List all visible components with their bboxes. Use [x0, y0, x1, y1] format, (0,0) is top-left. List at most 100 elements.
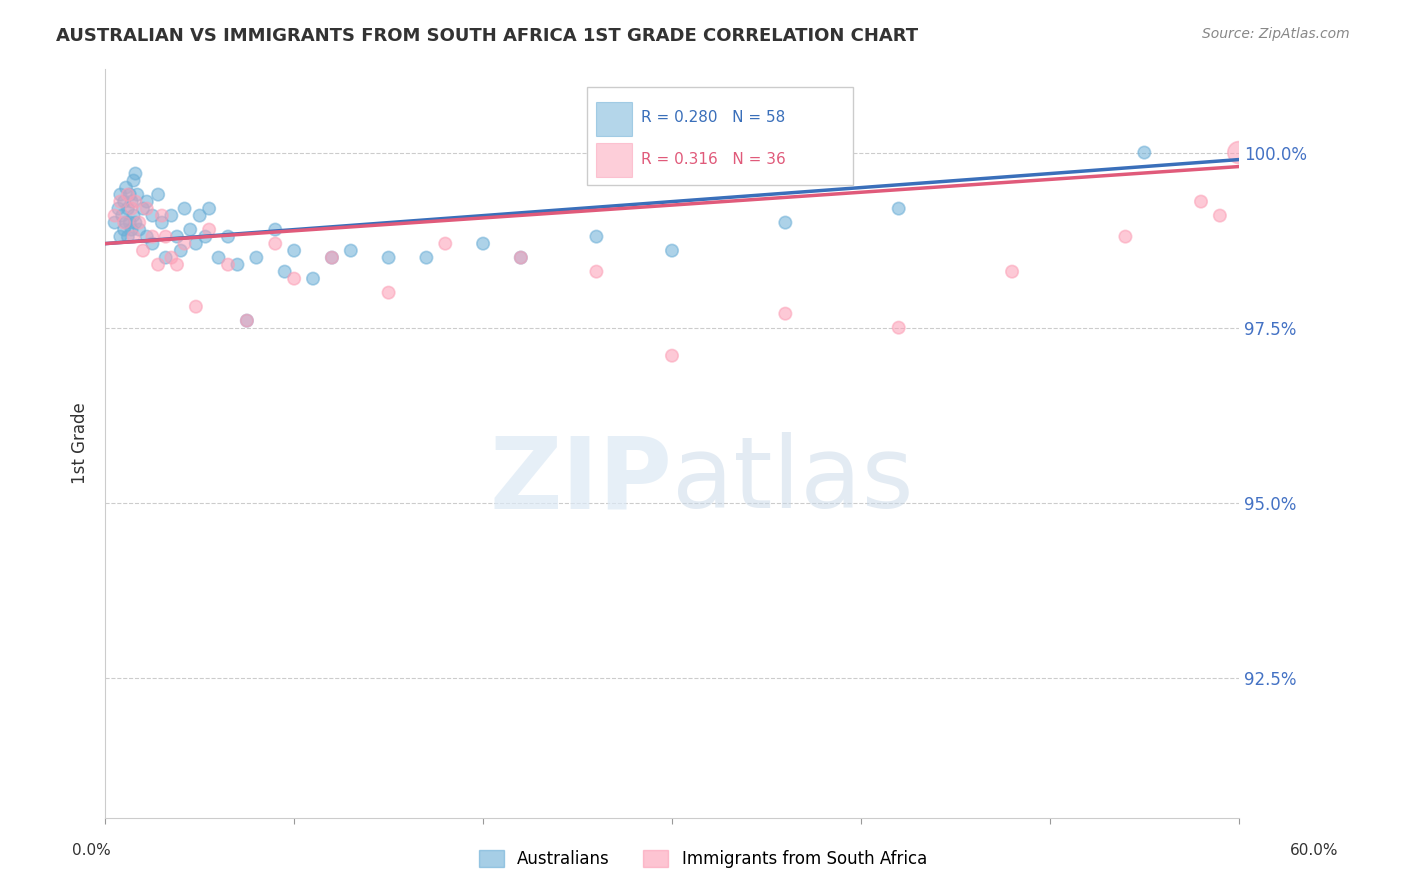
Point [887, 320, 910, 334]
Point [110, 187, 132, 202]
Point [207, 251, 229, 265]
Point [146, 187, 169, 202]
Point [1227, 145, 1250, 160]
Point [775, 216, 797, 230]
Point [173, 236, 195, 251]
Point [110, 194, 132, 209]
Point [122, 173, 145, 187]
Text: AUSTRALIAN VS IMMIGRANTS FROM SOUTH AFRICA 1ST GRADE CORRELATION CHART: AUSTRALIAN VS IMMIGRANTS FROM SOUTH AFRI… [56, 27, 918, 45]
Point [509, 251, 531, 265]
Y-axis label: 1st Grade: 1st Grade [72, 402, 89, 484]
Point [1001, 265, 1024, 279]
Point [121, 194, 143, 209]
Point [245, 251, 267, 265]
Text: ZIP: ZIP [489, 433, 672, 529]
Point [115, 180, 138, 194]
Point [132, 202, 155, 216]
Point [264, 236, 287, 251]
Point [340, 244, 363, 258]
Point [124, 167, 146, 181]
Point [124, 216, 146, 230]
Text: 0.0%: 0.0% [72, 843, 111, 857]
Point [661, 349, 683, 363]
Point [1114, 229, 1136, 244]
Point [122, 229, 145, 244]
Point [112, 222, 135, 236]
Point [236, 313, 259, 327]
FancyBboxPatch shape [586, 87, 853, 185]
Point [135, 202, 157, 216]
Point [321, 251, 343, 265]
Point [661, 244, 683, 258]
Point [321, 251, 343, 265]
Point [173, 202, 195, 216]
Point [1189, 194, 1212, 209]
Point [585, 229, 607, 244]
Point [112, 216, 135, 230]
Point [146, 258, 169, 272]
Point [166, 258, 188, 272]
Point [217, 258, 239, 272]
Point [115, 216, 138, 230]
Point [217, 229, 239, 244]
Text: 60.0%: 60.0% [1291, 843, 1339, 857]
Point [111, 209, 134, 223]
Point [121, 222, 143, 236]
Point [585, 265, 607, 279]
Point [155, 229, 177, 244]
Point [264, 222, 287, 236]
Point [128, 216, 150, 230]
Point [226, 258, 249, 272]
Point [198, 222, 221, 236]
Point [188, 209, 211, 223]
Point [117, 187, 139, 202]
Point [283, 244, 305, 258]
Point [887, 202, 910, 216]
Point [377, 285, 399, 300]
Point [509, 251, 531, 265]
Point [150, 209, 173, 223]
FancyBboxPatch shape [596, 103, 633, 136]
Point [107, 202, 129, 216]
Point [104, 216, 127, 230]
Point [415, 251, 437, 265]
Point [127, 187, 149, 202]
Point [128, 222, 150, 236]
Point [141, 229, 163, 244]
Point [118, 216, 141, 230]
Point [472, 236, 495, 251]
Point [198, 202, 221, 216]
Point [124, 194, 146, 209]
Legend: Australians, Immigrants from South Africa: Australians, Immigrants from South Afric… [472, 843, 934, 875]
Point [194, 229, 217, 244]
Text: atlas: atlas [672, 433, 914, 529]
Point [283, 271, 305, 285]
Point [155, 251, 177, 265]
Point [166, 229, 188, 244]
Point [117, 229, 139, 244]
Point [135, 194, 157, 209]
Point [122, 209, 145, 223]
Point [141, 236, 163, 251]
Point [184, 300, 207, 314]
Point [135, 229, 157, 244]
Text: R = 0.316   N = 36: R = 0.316 N = 36 [641, 152, 786, 167]
Point [179, 222, 201, 236]
Point [117, 202, 139, 216]
Point [121, 202, 143, 216]
FancyBboxPatch shape [596, 144, 633, 178]
Point [160, 209, 183, 223]
Point [236, 313, 259, 327]
Point [302, 271, 325, 285]
Text: Source: ZipAtlas.com: Source: ZipAtlas.com [1202, 27, 1350, 41]
Point [775, 307, 797, 321]
Point [273, 265, 295, 279]
Point [132, 244, 155, 258]
Point [141, 209, 163, 223]
Point [160, 251, 183, 265]
Point [377, 251, 399, 265]
Point [170, 244, 193, 258]
Text: R = 0.280   N = 58: R = 0.280 N = 58 [641, 110, 786, 125]
Point [112, 194, 135, 209]
Point [1133, 145, 1156, 160]
